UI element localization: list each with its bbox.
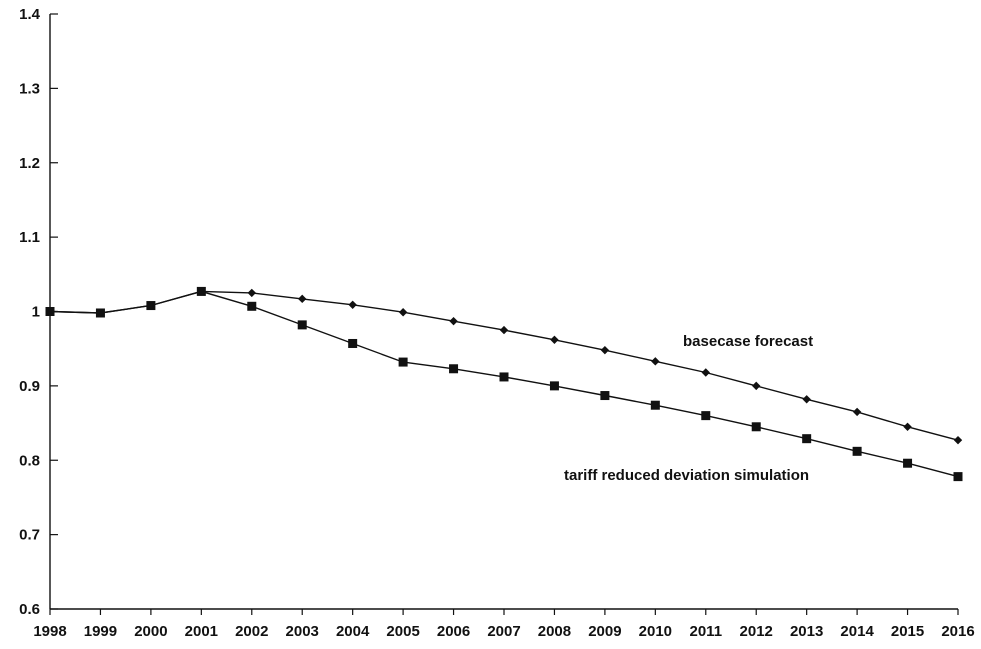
data-point-tariff-reduced bbox=[196, 286, 206, 296]
series-markers bbox=[45, 286, 963, 482]
y-tick-label: 0.6 bbox=[19, 601, 40, 618]
series-label-basecase-forecast: basecase forecast bbox=[683, 333, 813, 350]
x-tick-label: 2014 bbox=[840, 623, 874, 640]
data-point-basecase bbox=[903, 422, 912, 431]
data-point-basecase bbox=[852, 407, 862, 417]
data-point-tariff-reduced bbox=[549, 381, 559, 391]
x-tick-label: 1998 bbox=[33, 623, 66, 640]
data-point-tariff-reduced bbox=[247, 301, 257, 311]
data-point-tariff-reduced bbox=[953, 472, 963, 482]
data-point-tariff-reduced bbox=[348, 338, 358, 348]
chart-axes bbox=[49, 14, 958, 610]
x-tick-label: 2002 bbox=[235, 623, 268, 640]
y-tick-label: 0.8 bbox=[19, 452, 40, 469]
data-point-tariff-reduced bbox=[398, 357, 408, 367]
data-point-tariff-reduced bbox=[449, 364, 459, 374]
data-point-tariff-reduced bbox=[146, 301, 156, 311]
data-point-basecase bbox=[701, 368, 710, 377]
x-tick-label: 2015 bbox=[891, 623, 924, 640]
data-point-basecase bbox=[953, 435, 963, 445]
x-tick-label: 2016 bbox=[941, 623, 974, 640]
x-tick-label: 2004 bbox=[336, 623, 370, 640]
y-tick-label: 0.9 bbox=[19, 378, 40, 395]
data-point-basecase bbox=[752, 381, 761, 391]
data-point-basecase bbox=[348, 300, 357, 310]
data-point-basecase bbox=[449, 316, 458, 326]
series-line-tariff-reduced bbox=[49, 290, 959, 478]
x-tick-label: 2009 bbox=[588, 623, 621, 640]
x-tick-label: 2000 bbox=[134, 623, 167, 640]
data-point-basecase bbox=[398, 308, 408, 317]
x-tick-label: 2011 bbox=[690, 623, 723, 640]
x-tick-label: 2013 bbox=[790, 623, 823, 640]
x-tick-label: 2006 bbox=[437, 623, 470, 640]
data-point-tariff-reduced bbox=[650, 400, 660, 410]
data-point-tariff-reduced bbox=[903, 458, 913, 468]
series-labels: basecase forecast tariff reduced deviati… bbox=[564, 333, 813, 484]
y-tick-label: 1.1 bbox=[19, 229, 40, 246]
data-point-tariff-reduced bbox=[297, 320, 307, 330]
x-tick-label: 2012 bbox=[740, 623, 773, 640]
data-point-tariff-reduced bbox=[600, 391, 610, 401]
data-point-basecase bbox=[499, 325, 509, 335]
series-lines bbox=[49, 290, 959, 478]
data-point-tariff-reduced bbox=[95, 308, 105, 318]
x-tick-label: 2007 bbox=[487, 623, 520, 640]
x-tick-label: 2003 bbox=[286, 623, 319, 640]
data-point-tariff-reduced bbox=[802, 434, 812, 444]
y-axis-ticks: 0.6 0.7 0.8 0.9 1 1.1 1.2 1.3 1.4 bbox=[19, 6, 58, 618]
data-point-basecase bbox=[651, 357, 660, 366]
x-tick-label: 1999 bbox=[84, 623, 117, 640]
data-point-basecase bbox=[802, 395, 811, 404]
y-tick-label: 1.3 bbox=[19, 80, 40, 97]
y-tick-label: 0.7 bbox=[19, 527, 40, 544]
x-tick-label: 2010 bbox=[639, 623, 672, 640]
data-point-tariff-reduced bbox=[701, 411, 711, 421]
y-tick-label: 1 bbox=[32, 304, 40, 321]
y-tick-label: 1.4 bbox=[19, 6, 41, 23]
series-label-tariff-reduced-deviation-simulation: tariff reduced deviation simulation bbox=[564, 467, 809, 484]
data-point-tariff-reduced bbox=[499, 372, 509, 382]
x-tick-label: 2001 bbox=[185, 623, 218, 640]
data-point-tariff-reduced bbox=[751, 422, 761, 432]
data-point-basecase bbox=[298, 294, 307, 304]
x-tick-label: 2008 bbox=[538, 623, 571, 640]
data-point-tariff-reduced bbox=[45, 307, 55, 316]
y-tick-label: 1.2 bbox=[19, 155, 40, 172]
series-line-basecase bbox=[49, 290, 959, 441]
data-point-tariff-reduced bbox=[852, 446, 862, 456]
x-axis-ticks: 1998 1999 2000 2001 2002 2003 2004 2005 2006 2007… bbox=[33, 609, 975, 640]
data-point-basecase bbox=[600, 345, 610, 355]
data-point-basecase bbox=[550, 335, 559, 344]
x-tick-label: 2005 bbox=[386, 623, 419, 640]
data-point-basecase bbox=[247, 288, 256, 298]
